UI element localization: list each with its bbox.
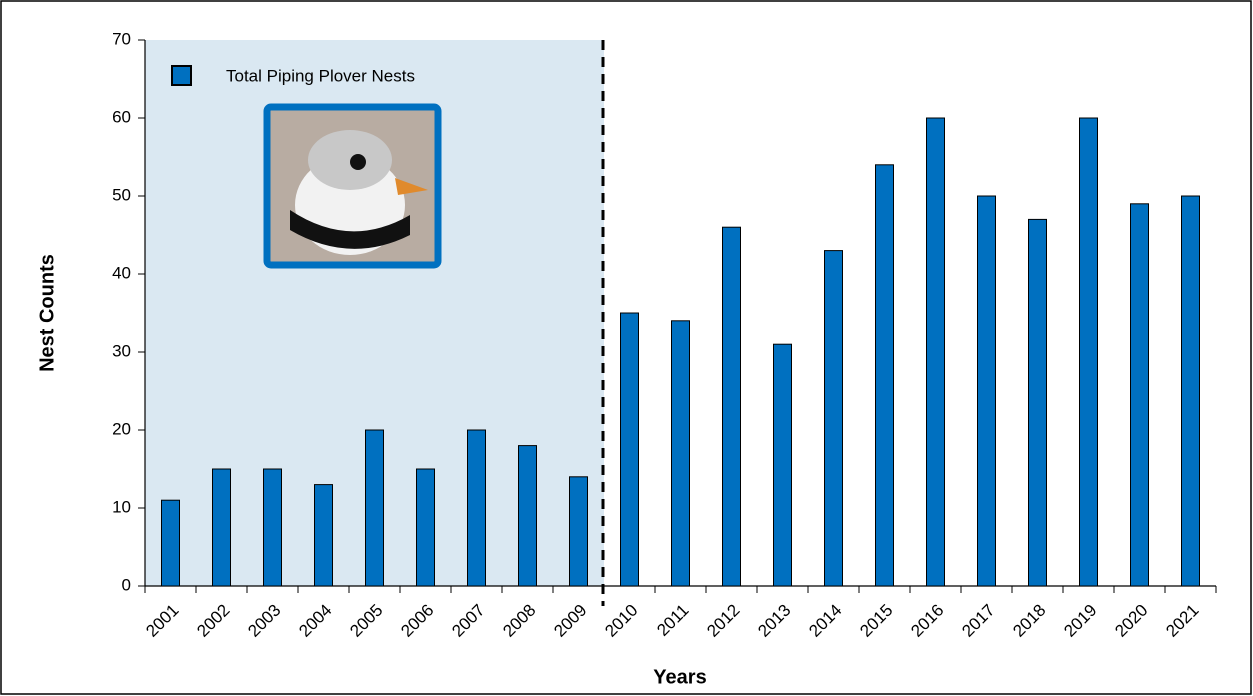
bar [1079,117,1098,587]
y-tick-label: 30 [112,341,131,360]
bar [1181,195,1200,587]
y-axis-title: Nest Counts [36,254,58,372]
bar [926,117,945,587]
bar [212,468,231,587]
bar [569,476,588,587]
bar [518,445,537,587]
x-axis-title: Years [653,666,706,688]
bar [671,320,690,587]
bar [620,312,639,587]
y-tick-label: 40 [112,263,131,282]
bird-collar [290,210,410,249]
bar [1028,218,1047,587]
legend-label: Total Piping Plover Nests [226,66,415,85]
bar [416,468,435,587]
bird-photo [263,103,442,269]
legend-swatch [171,65,192,86]
bar [365,429,384,587]
y-tick-label: 10 [112,497,131,516]
bird-head [308,130,392,190]
bar [875,164,894,587]
y-tick-label: 20 [112,419,131,438]
y-tick-label: 50 [112,185,131,204]
bird-eye [350,154,366,170]
bar [824,250,843,587]
bird-beak [395,178,428,195]
bar [1130,203,1149,587]
bar [977,195,996,587]
bar [722,226,741,587]
bar [467,429,486,587]
bar [161,499,180,587]
bar [773,343,792,587]
bar [314,484,333,587]
y-tick-label: 60 [112,107,131,126]
y-tick-label: 0 [122,575,131,594]
y-tick-label: 70 [112,29,131,48]
bar [263,468,282,587]
